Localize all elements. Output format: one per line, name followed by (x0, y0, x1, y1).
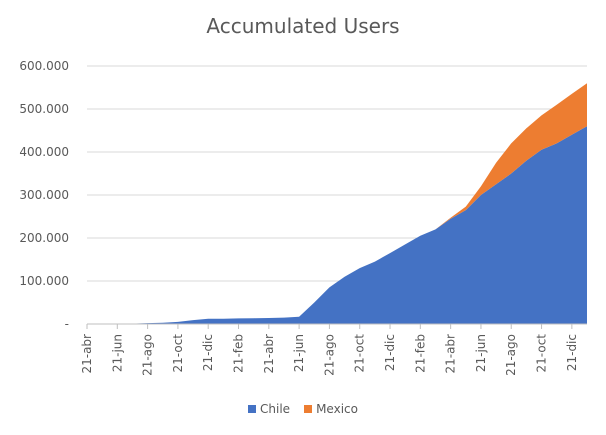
x-tick-label: 21-oct (171, 334, 185, 373)
x-tick-label: 21-dic (201, 334, 215, 371)
legend-swatch-chile (248, 405, 257, 413)
x-tick-label: 21-ago (504, 334, 518, 376)
x-tick-label: 21-jun (474, 334, 488, 372)
x-tick-label: 21-feb (232, 334, 246, 373)
legend-item-chile: Chile (248, 402, 290, 416)
y-tick-label: 500.000 (19, 102, 69, 116)
y-tick-label: 100.000 (19, 274, 69, 288)
y-tick-label: - (65, 317, 69, 331)
x-tick-label: 21-jun (292, 334, 306, 372)
x-tick-label: 21-ago (141, 334, 155, 376)
x-tick-label: 21-abr (262, 334, 276, 374)
legend-label-mexico: Mexico (316, 402, 358, 416)
x-tick-label: 21-ago (322, 334, 336, 376)
x-tick-label: 21-abr (444, 334, 458, 374)
legend-item-mexico: Mexico (304, 402, 358, 416)
area-series-chile (87, 126, 587, 324)
x-tick-label: 21-oct (535, 334, 549, 373)
x-tick-label: 21-dic (565, 334, 579, 371)
x-tick-label: 21-abr (80, 334, 94, 374)
chart-title: Accumulated Users (206, 14, 400, 38)
legend-swatch-mexico (304, 405, 313, 413)
legend-label-chile: Chile (260, 402, 291, 416)
y-tick-label: 600.000 (19, 59, 69, 73)
x-tick-label: 21-jun (110, 334, 124, 372)
x-tick-label: 21-oct (353, 334, 367, 373)
y-tick-label: 200.000 (19, 231, 69, 245)
legend: Chile Mexico (0, 402, 606, 416)
x-tick-label: 21-dic (383, 334, 397, 371)
y-tick-label: 300.000 (19, 188, 69, 202)
x-tick-label: 21-feb (413, 334, 427, 373)
y-tick-label: 400.000 (19, 145, 69, 159)
